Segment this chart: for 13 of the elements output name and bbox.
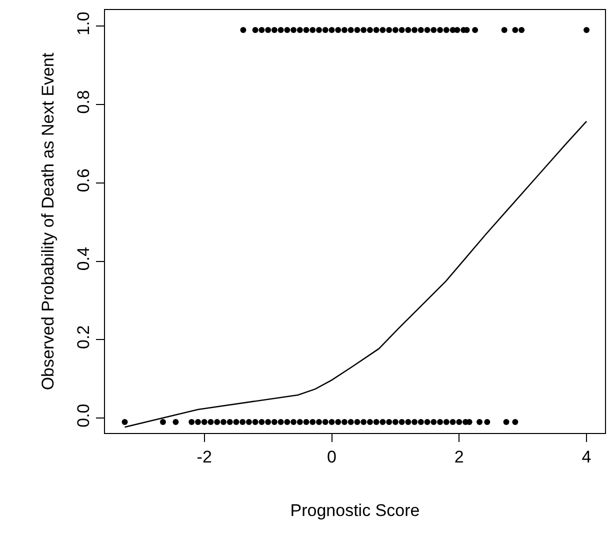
- x-tick-label: 0: [327, 448, 336, 466]
- y-axis-title: Observed Probability of Death as Next Event: [38, 52, 58, 390]
- y-tick-label: 0.8: [74, 90, 94, 114]
- y-tick-label: 0.4: [74, 246, 94, 271]
- line-series: [124, 120, 588, 428]
- x-tick-label: 2: [454, 448, 464, 466]
- x-tick-label: -2: [196, 448, 212, 466]
- y-tick-label: 0.6: [74, 168, 94, 192]
- x-tick-label: 4: [582, 448, 592, 466]
- y-tick-label: 0.2: [74, 325, 94, 349]
- y-tick-label: 0.0: [74, 404, 94, 428]
- y-tick-label: 1.0: [74, 12, 94, 36]
- x-axis-title: Prognostic Score: [290, 500, 420, 520]
